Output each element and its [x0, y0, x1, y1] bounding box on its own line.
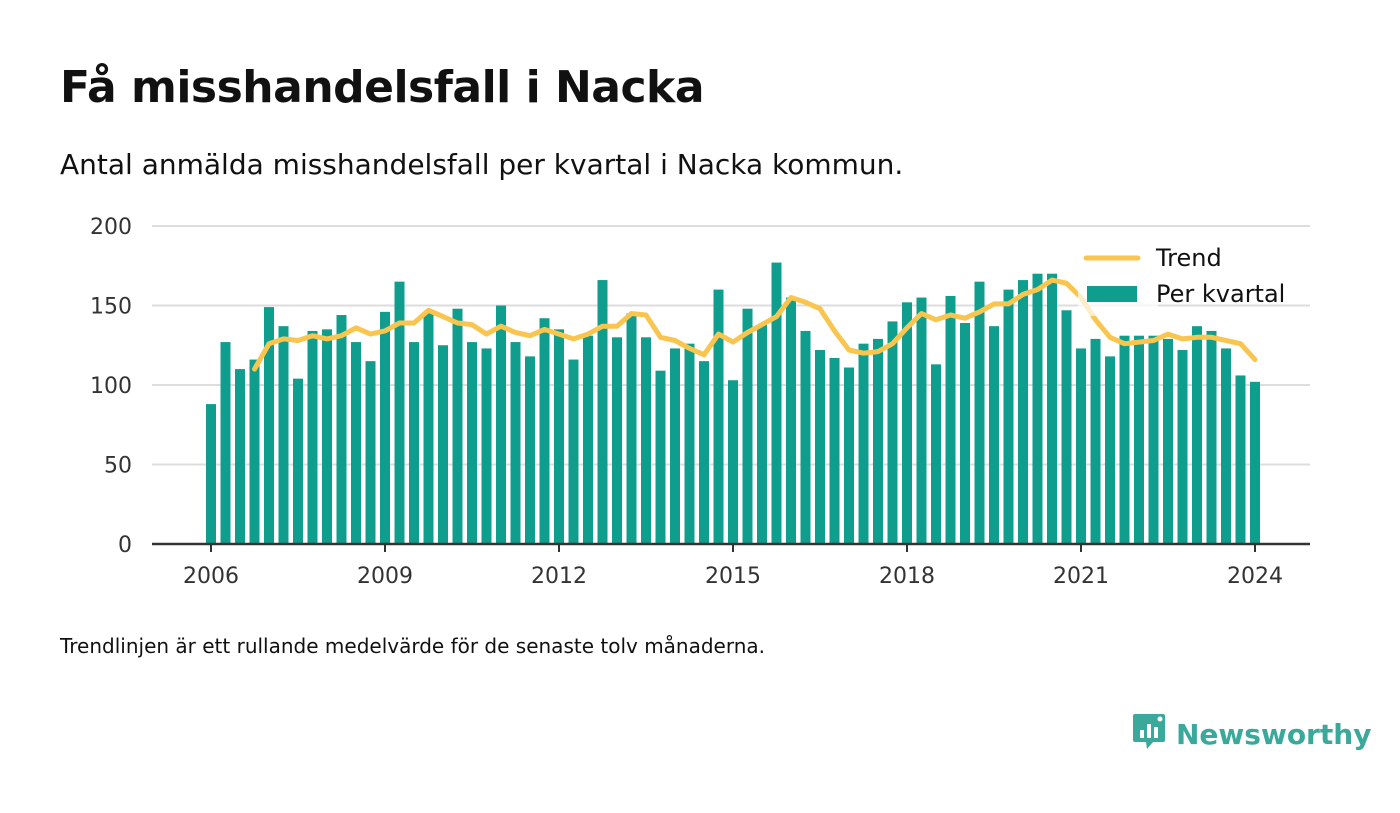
y-tick-label: 0 — [118, 533, 132, 558]
bar — [699, 361, 709, 544]
bar — [1061, 310, 1072, 544]
bar — [1119, 335, 1130, 544]
bar — [887, 321, 898, 544]
legend-background — [1078, 244, 1158, 316]
bar — [365, 361, 376, 544]
bar — [394, 281, 405, 544]
bar — [829, 357, 840, 544]
bar — [583, 335, 593, 544]
chart-area: 0 50 100 150 200 2006 2009 2012 2015 2018 2021 2024… — [90, 215, 1310, 589]
bar — [597, 280, 608, 544]
y-tick-label: 200 — [90, 215, 132, 240]
bar — [757, 324, 767, 544]
bar — [873, 338, 883, 544]
bars-series — [206, 262, 1260, 544]
bar — [1018, 280, 1028, 544]
x-tick-label: 2006 — [183, 564, 239, 589]
bar — [525, 356, 535, 544]
bar — [1235, 375, 1246, 544]
bar — [916, 297, 927, 544]
legend-bar-swatch — [1087, 286, 1137, 302]
bar — [452, 308, 463, 544]
bar — [902, 302, 912, 544]
bar — [684, 343, 695, 544]
bar — [1003, 289, 1014, 544]
bar — [380, 311, 390, 544]
bar — [815, 350, 825, 544]
chart-title: Få misshandelsfall i Nacka — [60, 62, 705, 113]
brand-name: Newsworthy — [1176, 718, 1372, 751]
bar — [1090, 338, 1101, 544]
bar — [1105, 356, 1115, 544]
bar — [858, 343, 869, 544]
x-tick-label: 2015 — [705, 564, 761, 589]
bar — [771, 262, 782, 544]
bar — [206, 404, 216, 544]
bar — [931, 364, 941, 544]
bar — [481, 348, 492, 544]
bar — [278, 326, 289, 544]
bar — [728, 380, 738, 544]
bar — [1177, 350, 1188, 544]
bar — [322, 329, 332, 544]
bar — [655, 370, 666, 544]
x-tick-label: 2012 — [531, 564, 587, 589]
bar — [249, 359, 260, 544]
brand-logo: Newsworthy — [1132, 712, 1371, 757]
bar — [612, 337, 622, 544]
bar — [307, 330, 318, 544]
chart-subtitle: Antal anmälda misshandelsfall per kvarta… — [60, 148, 904, 181]
bar — [1134, 335, 1144, 544]
x-tick-label: 2009 — [357, 564, 413, 589]
legend-bar-label: Per kvartal — [1156, 280, 1285, 308]
x-tick-label: 2024 — [1227, 564, 1283, 589]
bar — [220, 342, 231, 544]
y-tick-label: 50 — [104, 454, 132, 479]
bar — [1148, 335, 1159, 544]
bar — [945, 295, 956, 544]
bar — [742, 308, 753, 544]
bar — [1076, 348, 1086, 544]
bar — [1221, 348, 1231, 544]
bar — [1206, 330, 1217, 544]
x-tick-label: 2018 — [879, 564, 935, 589]
bar — [1192, 326, 1202, 544]
bar — [264, 307, 274, 544]
footnote: Trendlinjen är ett rullande medelvärde f… — [60, 634, 766, 658]
bar — [554, 329, 564, 544]
bar — [293, 378, 303, 544]
axes: 0 50 100 150 200 2006 2009 2012 2015 2018 2021 2024 — [90, 215, 1310, 589]
bar — [844, 367, 854, 544]
bar — [989, 326, 999, 544]
x-tick-label: 2021 — [1053, 564, 1109, 589]
bar — [336, 315, 347, 544]
bar — [423, 311, 434, 544]
y-tick-label: 100 — [90, 374, 132, 399]
bar — [670, 348, 680, 544]
bar — [539, 318, 550, 544]
bar — [960, 322, 970, 544]
legend-trend-label: Trend — [1155, 244, 1222, 272]
legend: Trend Per kvartal — [1078, 244, 1285, 316]
y-tick-label: 150 — [90, 295, 132, 320]
bar — [974, 281, 985, 544]
bar — [467, 342, 477, 544]
bar — [1250, 381, 1260, 544]
bar — [786, 297, 796, 544]
bar — [496, 305, 506, 544]
bar — [626, 313, 637, 544]
bar — [235, 369, 245, 544]
bar — [800, 330, 811, 544]
bar — [438, 345, 448, 544]
bar — [351, 342, 361, 544]
bar — [510, 342, 521, 544]
bar — [409, 342, 419, 544]
bar — [1047, 273, 1057, 544]
bar — [713, 289, 724, 544]
newsworthy-chat-chart-icon — [1132, 712, 1166, 757]
bar — [641, 337, 651, 544]
bar — [1032, 273, 1043, 544]
bar — [568, 359, 579, 544]
bar — [1163, 338, 1173, 544]
